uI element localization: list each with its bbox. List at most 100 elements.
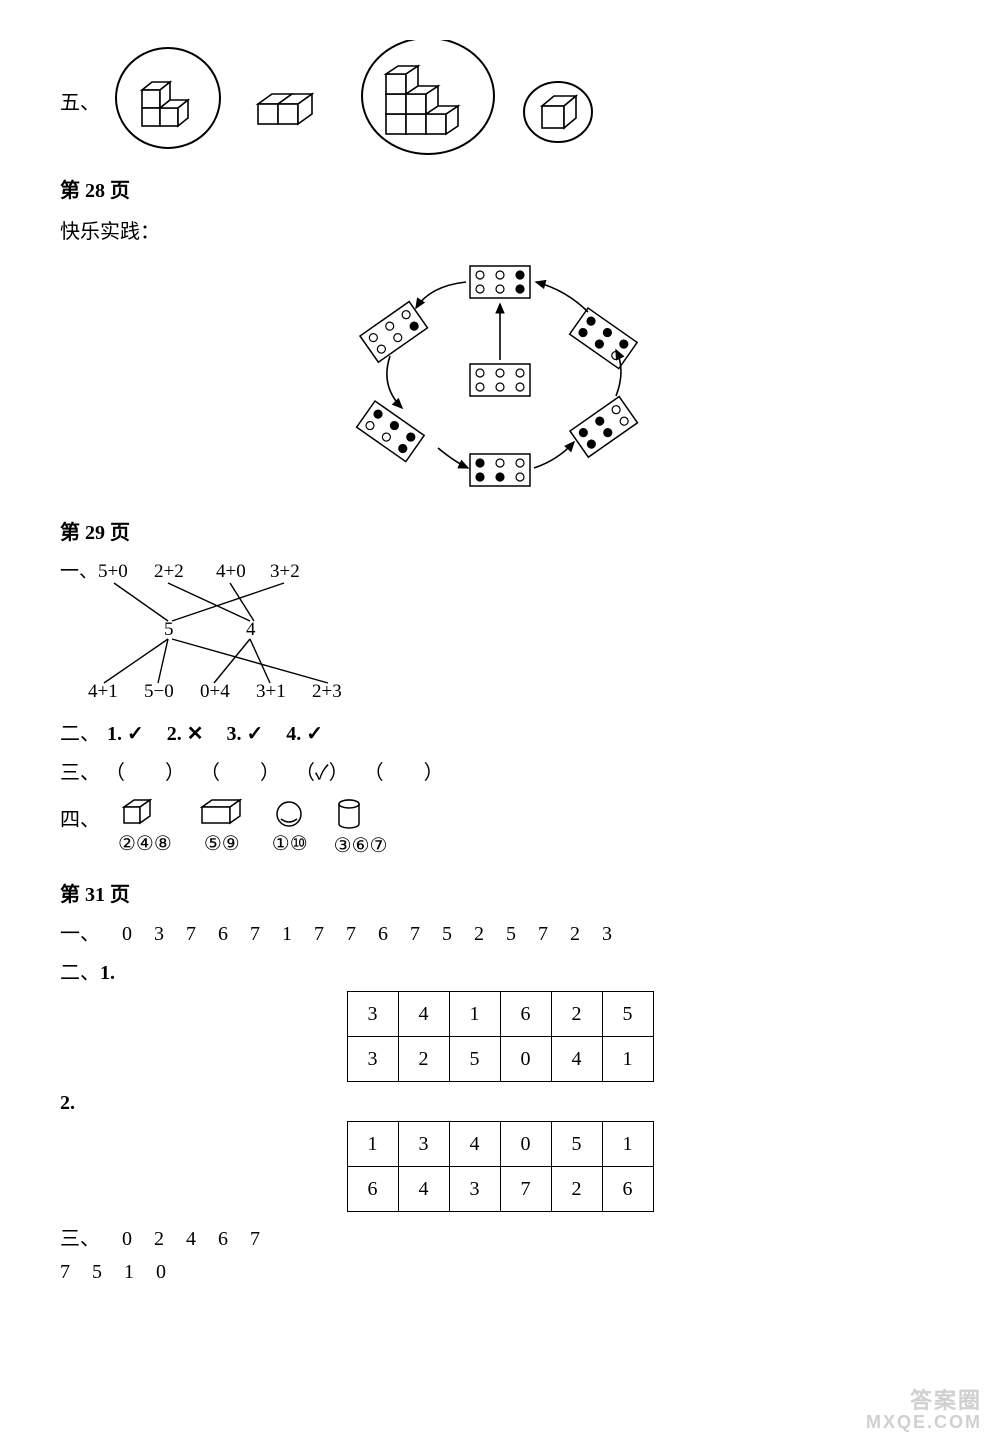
table-2: 134051 643726 (347, 1121, 654, 1212)
cube-icon (118, 797, 156, 831)
num: 7 (314, 923, 324, 945)
num: 5 (442, 923, 452, 945)
svg-text:5−0: 5−0 (144, 681, 174, 702)
q1-label: 一、 (60, 923, 100, 945)
num: 0 (122, 923, 132, 945)
num: 4 (186, 1228, 196, 1250)
cell: 6 (347, 1167, 398, 1212)
num: 2 (474, 923, 484, 945)
num: 7 (60, 1261, 70, 1283)
cell: 6 (500, 992, 551, 1037)
watermark: 答案圈 MXQE.COM (866, 1389, 982, 1433)
cell: 6 (602, 1167, 653, 1212)
q2-label: 二、 (60, 962, 100, 984)
cell: 0 (500, 1037, 551, 1082)
p31-q3-line2: 7510 (60, 1261, 940, 1284)
q4-answer: ②④⑧ (118, 831, 172, 856)
num: 6 (218, 1228, 228, 1250)
q3-item: （ ） (200, 762, 280, 784)
cell: 5 (449, 1037, 500, 1082)
p28-sub: 快乐实践： (60, 215, 940, 244)
q1-label: 一、 (60, 561, 98, 582)
q4-answer: ③⑥⑦ (334, 833, 388, 858)
p31-q2-1-label: 二、1. (60, 956, 940, 985)
num: 3 (602, 923, 612, 945)
q2-sub: 1. (100, 962, 115, 984)
cell: 2 (551, 1167, 602, 1212)
cell: 2 (551, 992, 602, 1037)
cell: 1 (449, 992, 500, 1037)
svg-text:0+4: 0+4 (200, 681, 230, 702)
p29-q2: 二、 1. ✓ 2. ✕ 3. ✓ 4. ✓ (60, 717, 940, 746)
q4-answer: ①⑩ (272, 831, 308, 856)
cell: 7 (500, 1167, 551, 1212)
table-row: 643726 (347, 1167, 653, 1212)
q5-row: 五、 (60, 40, 940, 160)
svg-text:2+3: 2+3 (312, 681, 342, 702)
num: 7 (538, 923, 548, 945)
svg-text:4+0: 4+0 (216, 561, 246, 582)
cell: 3 (347, 1037, 398, 1082)
num: 5 (506, 923, 516, 945)
p29-q1: 一、 5+02+24+03+2 54 4+15−00+43+12+3 (60, 557, 940, 707)
table-row: 325041 (347, 1037, 653, 1082)
num: 7 (410, 923, 420, 945)
svg-text:4: 4 (246, 619, 256, 640)
p29-q3: 三、 （ ） （ ） （✓） （ ） (60, 756, 940, 785)
num: 2 (154, 1228, 164, 1250)
cell: 4 (398, 1167, 449, 1212)
table-row: 341625 (347, 992, 653, 1037)
p29-q4: 四、 ②④⑧ ⑤⑨ ①⑩ ③⑥⑦ (60, 797, 940, 858)
num: 7 (250, 923, 260, 945)
cell: 1 (347, 1122, 398, 1167)
q5-label: 五、 (60, 86, 100, 115)
num: 6 (378, 923, 388, 945)
svg-text:5: 5 (164, 619, 174, 640)
p28-header: 第 28 页 (60, 174, 940, 203)
num: 7 (250, 1228, 260, 1250)
q3-item: （ ） (105, 762, 185, 784)
p29-header: 第 29 页 (60, 516, 940, 545)
q2-label: 二、 (60, 723, 100, 745)
num: 0 (122, 1228, 132, 1250)
p31-q3-line1: 三、 02467 (60, 1222, 940, 1251)
sphere-icon (272, 797, 306, 831)
num: 7 (346, 923, 356, 945)
num: 1 (124, 1261, 134, 1283)
num: 5 (92, 1261, 102, 1283)
q4-label: 四、 (60, 803, 100, 832)
cubes-diagram (108, 40, 628, 160)
p31-q1: 一、0376717767525723 (60, 917, 940, 946)
cell: 4 (449, 1122, 500, 1167)
cell: 4 (398, 992, 449, 1037)
cell: 4 (551, 1037, 602, 1082)
q3-item: （ ） (364, 762, 444, 784)
q2-item: 4. ✓ (286, 723, 323, 745)
q2-item: 3. ✓ (227, 723, 264, 745)
q3-label: 三、 (60, 1228, 100, 1250)
cylinder-icon (334, 797, 364, 833)
svg-text:5+0: 5+0 (98, 561, 128, 582)
cell: 3 (398, 1122, 449, 1167)
num: 7 (186, 923, 196, 945)
num: 0 (156, 1261, 166, 1283)
num: 6 (218, 923, 228, 945)
svg-text:4+1: 4+1 (88, 681, 118, 702)
q2-item: 2. ✕ (167, 723, 204, 745)
cell: 5 (551, 1122, 602, 1167)
num: 3 (154, 923, 164, 945)
cell: 2 (398, 1037, 449, 1082)
cell: 0 (500, 1122, 551, 1167)
p31-q2-2-label: 2. (60, 1092, 940, 1115)
svg-text:2+2: 2+2 (154, 561, 184, 582)
cell: 5 (602, 992, 653, 1037)
q2-item: 1. ✓ (107, 723, 144, 745)
num: 1 (282, 923, 292, 945)
watermark-bottom: MXQE.COM (866, 1413, 982, 1433)
q3-item: （✓） (295, 762, 349, 784)
matching-diagram: 一、 5+02+24+03+2 54 4+15−00+43+12+3 (60, 557, 420, 707)
cell: 1 (602, 1037, 653, 1082)
svg-text:3+2: 3+2 (270, 561, 300, 582)
domino-cycle-diagram (320, 256, 680, 496)
table-row: 134051 (347, 1122, 653, 1167)
